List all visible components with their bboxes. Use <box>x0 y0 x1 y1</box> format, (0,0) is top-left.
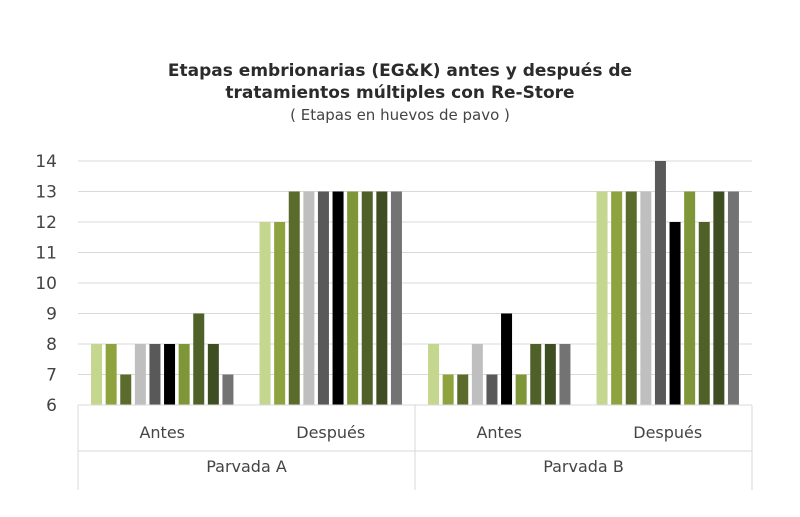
bar <box>317 191 329 405</box>
y-tick-label: 11 <box>35 244 57 264</box>
bar <box>471 344 483 405</box>
bar <box>347 191 359 405</box>
bar <box>274 222 286 405</box>
bar <box>193 313 205 405</box>
bar <box>684 191 696 405</box>
y-tick-label: 6 <box>46 396 57 416</box>
bar <box>596 191 608 405</box>
bar <box>259 222 271 405</box>
bar <box>303 191 315 405</box>
bar <box>559 344 571 405</box>
bar <box>501 313 513 405</box>
bar <box>288 191 300 405</box>
bar <box>91 344 103 405</box>
bar <box>640 191 652 405</box>
x-category-label: Después <box>633 423 702 442</box>
bar <box>120 374 132 405</box>
bar <box>727 191 739 405</box>
bar <box>669 222 681 405</box>
chart-title-line2: tratamientos múltiples con Re-Store <box>225 83 575 103</box>
y-tick-label: 7 <box>46 366 57 386</box>
bar <box>134 344 146 405</box>
bar <box>390 191 402 405</box>
y-tick-label: 10 <box>35 274 57 294</box>
bar <box>222 374 234 405</box>
x-category-label: Antes <box>139 423 185 442</box>
bar <box>654 161 666 405</box>
bar <box>428 344 440 405</box>
bar <box>442 374 454 405</box>
bar <box>207 344 219 405</box>
x-category-label: Antes <box>476 423 522 442</box>
bar <box>361 191 373 405</box>
y-tick-label: 12 <box>35 213 57 233</box>
y-tick-label: 8 <box>46 335 57 355</box>
chart-title-block: Etapas embrionarias (EG&K) antes y despu… <box>0 60 800 126</box>
x-group-label: Parvada B <box>543 457 624 476</box>
y-tick-label: 13 <box>35 183 57 203</box>
y-tick-label: 14 <box>35 152 57 172</box>
bar <box>105 344 117 405</box>
bar <box>376 191 388 405</box>
bar <box>530 344 542 405</box>
x-group-label: Parvada A <box>206 457 287 476</box>
bar <box>515 374 527 405</box>
bar <box>625 191 637 405</box>
bar <box>332 191 344 405</box>
bar <box>713 191 725 405</box>
bar <box>611 191 623 405</box>
x-category-label: Después <box>296 423 365 442</box>
bar <box>486 374 498 405</box>
bar <box>698 222 710 405</box>
chart-subtitle: ( Etapas en huevos de pavo ) <box>290 106 510 124</box>
y-tick-label: 9 <box>46 305 57 325</box>
bar <box>178 344 190 405</box>
bar <box>544 344 556 405</box>
bar <box>164 344 176 405</box>
bar <box>149 344 161 405</box>
bar <box>457 374 469 405</box>
chart-title: Etapas embrionarias (EG&K) antes y despu… <box>167 61 633 81</box>
